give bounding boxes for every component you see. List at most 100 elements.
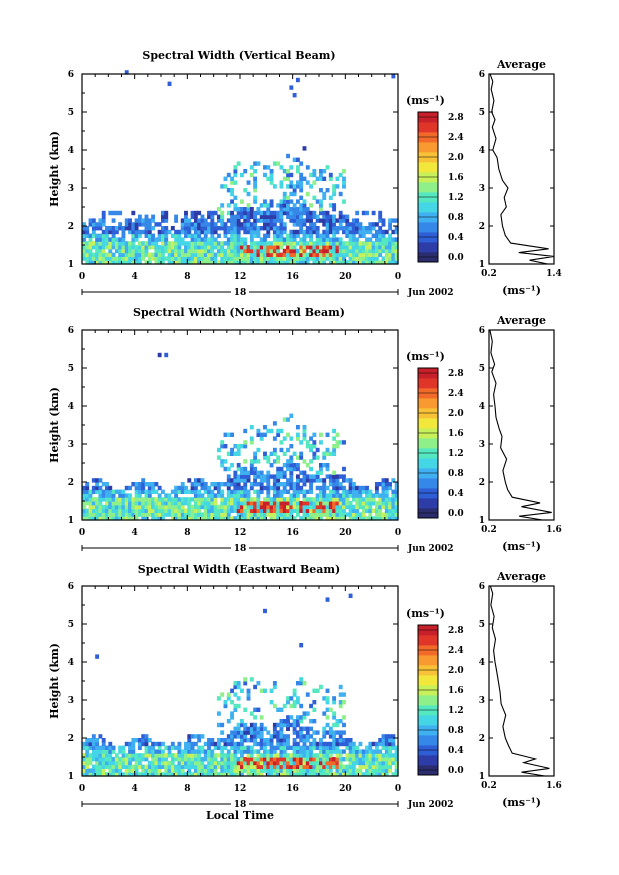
heatmap-cell — [203, 229, 208, 235]
heatmap-cell — [98, 516, 103, 521]
heatmap-cell — [187, 772, 192, 777]
heatmap-cell — [180, 760, 185, 766]
heatmap-cell — [85, 245, 90, 250]
heatmap-cell — [230, 764, 235, 769]
heatmap-cell — [299, 764, 304, 769]
heatmap-cell — [319, 768, 323, 773]
heatmap-cell — [233, 749, 238, 754]
heatmap-cell — [345, 493, 350, 498]
heatmap-cell — [207, 757, 211, 762]
heatmap-cell — [246, 508, 251, 513]
heatmap-cell — [282, 210, 287, 216]
heatmap-cell — [180, 768, 185, 773]
heatmap-cell — [256, 161, 261, 166]
heatmap-cell — [276, 512, 281, 517]
heatmap-cell — [131, 749, 136, 754]
heatmap-cell — [368, 260, 373, 265]
heatmap-cell — [210, 482, 215, 487]
heatmap-cell — [335, 252, 340, 257]
heatmap-cell — [114, 245, 119, 250]
day-label-bg — [231, 287, 249, 297]
heatmap-cell — [388, 233, 393, 238]
heatmap-cell — [348, 768, 353, 773]
heatmap-cell — [272, 757, 277, 762]
heatmap-cell — [253, 226, 258, 231]
heatmap-cell — [197, 504, 202, 510]
heatmap-cell — [207, 772, 211, 777]
heatmap-cell — [263, 256, 267, 261]
heatmap-cell — [335, 745, 340, 750]
heatmap-cell — [230, 711, 235, 716]
heatmap-cell — [246, 764, 251, 769]
heatmap-cell — [263, 165, 267, 170]
heatmap-cell — [312, 741, 317, 747]
heatmap-cell — [305, 760, 310, 766]
heatmap-cell — [351, 764, 356, 769]
heatmap-cell — [184, 512, 188, 517]
heatmap-cell — [108, 489, 113, 494]
heatmap-cell — [137, 260, 142, 265]
heatmap-cell — [328, 451, 333, 456]
heatmap-cell — [286, 169, 290, 174]
heatmap-cell — [378, 241, 383, 246]
heatmap-cell — [302, 738, 307, 743]
heatmap-cell — [98, 233, 103, 238]
heatmap-cell — [98, 222, 103, 227]
heatmap-cell — [259, 688, 264, 693]
heatmap-cell — [187, 260, 192, 265]
heatmap-cell — [378, 497, 383, 502]
heatmap-cell — [197, 772, 202, 777]
heatmap-cell — [226, 432, 231, 437]
heatmap-cell — [216, 260, 221, 265]
heatmap-cell — [348, 508, 353, 513]
heatmap-cell — [216, 741, 221, 747]
heatmap-cell — [256, 207, 261, 212]
heatmap-cell — [98, 252, 103, 257]
heatmap-cell — [355, 218, 360, 223]
heatmap-cell — [345, 768, 350, 773]
heatmap-cell — [335, 432, 340, 437]
heatmap-cell — [220, 493, 225, 498]
heatmap-cell — [263, 501, 267, 506]
heatmap-cell — [216, 248, 221, 254]
heatmap-cell — [164, 210, 169, 216]
heatmap-cell — [289, 165, 294, 170]
heatmap-cell — [147, 485, 152, 491]
heatmap-cell — [131, 508, 136, 513]
heatmap-cell — [101, 741, 106, 747]
heatmap-cell — [259, 753, 264, 758]
heatmap-cell — [114, 504, 119, 510]
heatmap-cell — [246, 256, 251, 261]
heatmap-cell — [167, 764, 172, 769]
average-y-tick-label: 3 — [479, 696, 485, 706]
heatmap-cell — [295, 768, 300, 773]
heatmap-cell — [299, 478, 304, 483]
heatmap-cell — [111, 745, 116, 750]
heatmap-cell — [121, 753, 126, 758]
heatmap-cell — [378, 245, 383, 250]
day-label-bg — [231, 799, 249, 809]
heatmap-cell — [302, 241, 307, 246]
heatmap-cell — [335, 241, 340, 246]
heatmap-cell — [348, 237, 353, 242]
heatmap-cell — [246, 470, 251, 475]
heatmap-cell — [345, 489, 350, 494]
heatmap-cell — [365, 226, 369, 231]
heatmap-cell — [282, 237, 287, 242]
heatmap-cell — [105, 241, 109, 246]
heatmap-cell — [269, 199, 274, 204]
heatmap-cell — [240, 760, 244, 766]
heatmap-cell — [253, 455, 258, 460]
heatmap-cell — [302, 512, 307, 517]
heatmap-cell — [342, 768, 346, 773]
heatmap-cell — [240, 501, 244, 506]
heatmap-cell — [259, 726, 264, 731]
heatmap-cell — [213, 252, 218, 257]
heatmap-cell — [374, 245, 379, 250]
heatmap-cell — [256, 516, 261, 521]
heatmap-cell — [85, 260, 90, 265]
heatmap-cell — [325, 749, 330, 754]
heatmap-cell — [233, 470, 238, 475]
heatmap-cell — [305, 252, 310, 257]
heatmap-cell — [230, 508, 235, 513]
